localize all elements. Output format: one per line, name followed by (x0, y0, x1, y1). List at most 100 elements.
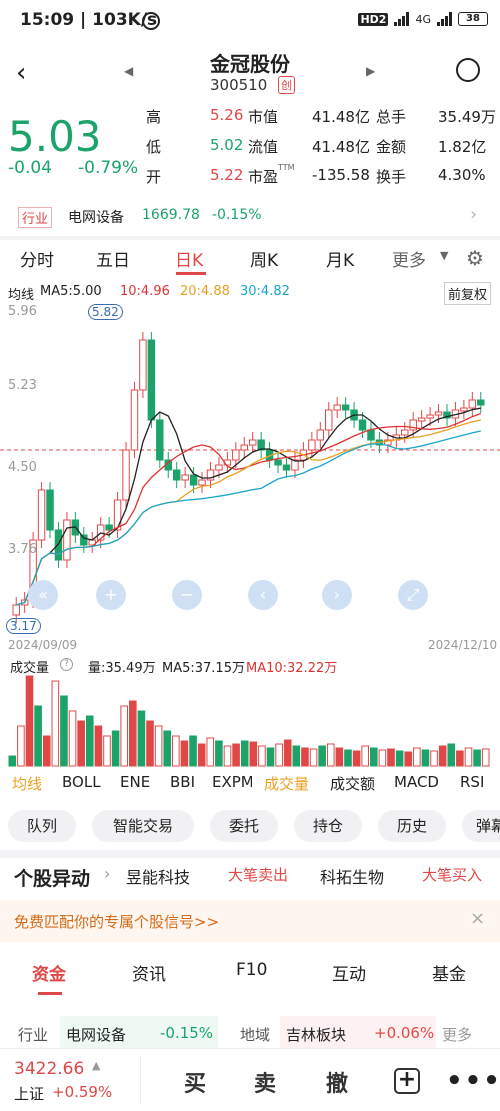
info-sector[interactable]: 电网设备 (66, 1026, 127, 1044)
search-icon[interactable] (456, 58, 480, 82)
ind-rsi[interactable]: RSI (460, 773, 485, 791)
volume-chart (8, 675, 490, 767)
sector-row[interactable]: 行业 电网设备 1669.78 -0.15% › (0, 200, 500, 234)
volume-bar (94, 725, 103, 767)
tab-daily-k[interactable]: 日K (175, 251, 204, 271)
ind-expma[interactable]: EXPMA (212, 773, 252, 791)
volume-bar (456, 750, 464, 767)
tab-fund[interactable]: 基金 (432, 965, 466, 985)
dropdown-icon[interactable]: ▼ (440, 249, 449, 262)
tab-monthly-k[interactable]: 月K (326, 251, 355, 271)
candle (316, 429, 325, 441)
sell-button[interactable]: 卖 (254, 1072, 277, 1097)
abnormal-row[interactable]: 个股异动 › 昱能科技 大笔卖出 科拓生物 大笔买入 (14, 864, 483, 890)
axis-label-4: 3.76 (8, 542, 37, 557)
promo-banner[interactable]: 免费匹配你的专属个股信号>> × (0, 900, 500, 942)
volume-bar (292, 745, 301, 767)
volume-bar (318, 745, 326, 767)
adjust-button[interactable]: 前复权 (444, 282, 492, 305)
battery-icon: 38 (458, 12, 488, 26)
stock-name: 金冠股份 (210, 52, 290, 76)
volume-bar (344, 749, 352, 767)
ind-ma[interactable]: 均线 (12, 775, 43, 793)
danmaku-button[interactable]: 弹幕 (462, 810, 500, 842)
ind-amount[interactable]: 成交额 (330, 775, 376, 793)
next-stock-icon[interactable]: ▶ (366, 64, 376, 78)
volume-bar (206, 737, 215, 767)
quote-label: 总手 (376, 108, 407, 126)
tab-funds[interactable]: 资金 (32, 965, 66, 985)
volume-bar (361, 745, 369, 767)
candle (417, 417, 426, 422)
k-line-chart[interactable] (0, 300, 500, 640)
candle (46, 489, 54, 531)
help-icon[interactable]: ? (60, 658, 73, 671)
zoom-in-icon[interactable]: + (96, 580, 126, 610)
volume-bar (51, 680, 60, 767)
scroll-left-icon[interactable]: ‹ (248, 580, 278, 610)
smart-trade-button[interactable]: 智能交易 (92, 810, 194, 842)
ind-volume[interactable]: 成交量 (264, 775, 310, 793)
active-tab-indicator (176, 272, 206, 275)
back-icon[interactable]: ‹ (16, 58, 27, 88)
index-name: 上证 (14, 1085, 45, 1103)
chart-tabs: 分时 五日 日K 周K 月K 更多 ▼ ⚙ (0, 246, 500, 276)
volume-bar (25, 675, 34, 767)
candle (122, 449, 130, 501)
close-icon[interactable]: × (470, 908, 486, 929)
order-button[interactable]: 委托 (210, 810, 278, 842)
quote-value: 1.82亿 (438, 138, 487, 156)
tab-interact[interactable]: 互动 (332, 965, 366, 985)
buy-button[interactable]: 买 (184, 1072, 207, 1097)
candle (358, 419, 367, 431)
ind-boll[interactable]: BOLL (62, 773, 101, 791)
prev-stock-icon[interactable]: ◀ (124, 64, 134, 78)
tab-f10[interactable]: F10 (236, 960, 268, 980)
volume-bar (404, 751, 413, 767)
zoom-out-icon[interactable]: − (172, 580, 202, 610)
info-region[interactable]: 吉林板块 (286, 1026, 347, 1044)
volume-bar (42, 735, 51, 767)
volume-bar (378, 749, 387, 767)
index-pct: +0.59% (52, 1083, 113, 1101)
ind-ene[interactable]: ENE (120, 773, 151, 791)
volume-bar (352, 750, 361, 767)
candle (274, 459, 282, 466)
candle (172, 469, 181, 481)
quote-value: 35.49万 (438, 108, 496, 126)
ind-bbi[interactable]: BBI (170, 773, 196, 791)
tab-intraday[interactable]: 分时 (20, 251, 54, 271)
more-dots-icon[interactable]: ••• (446, 1066, 500, 1096)
fullscreen-icon[interactable]: ⤢ (398, 580, 428, 610)
scroll-right-icon[interactable]: › (322, 580, 352, 610)
candle (460, 407, 468, 412)
funds-tab-indicator (38, 992, 62, 995)
volume-bar (481, 748, 490, 767)
more-link[interactable]: 更多 (442, 1026, 473, 1044)
quote-value: 5.22 (210, 166, 244, 184)
chevron-right-icon: › (470, 204, 478, 225)
position-button[interactable]: 持仓 (294, 810, 362, 842)
volume-bar (146, 720, 154, 767)
volume-bar (309, 748, 318, 767)
tab-more[interactable]: 更多 (392, 251, 426, 271)
tab-five-day[interactable]: 五日 (96, 251, 130, 271)
cancel-button[interactable]: 撤 (326, 1072, 349, 1097)
gear-icon[interactable]: ⚙ (466, 246, 484, 270)
sector-pct: -0.15% (212, 207, 262, 223)
add-icon[interactable]: + (394, 1068, 420, 1094)
history-button[interactable]: 历史 (378, 810, 446, 842)
scroll-left-fast-icon[interactable]: « (28, 580, 58, 610)
ind-macd[interactable]: MACD (394, 773, 439, 791)
quote-value: 4.30% (438, 166, 486, 184)
alarm-icon (142, 12, 160, 30)
candle (181, 474, 189, 481)
volume-bar (215, 740, 223, 767)
tab-news[interactable]: 资讯 (132, 965, 166, 985)
tab-weekly-k[interactable]: 周K (250, 251, 279, 271)
date-start: 2024/09/09 (8, 638, 78, 652)
volume-bar (172, 735, 180, 767)
queue-button[interactable]: 队列 (8, 810, 76, 842)
candle (105, 524, 113, 531)
quote-value: 41.48亿 (312, 138, 370, 156)
